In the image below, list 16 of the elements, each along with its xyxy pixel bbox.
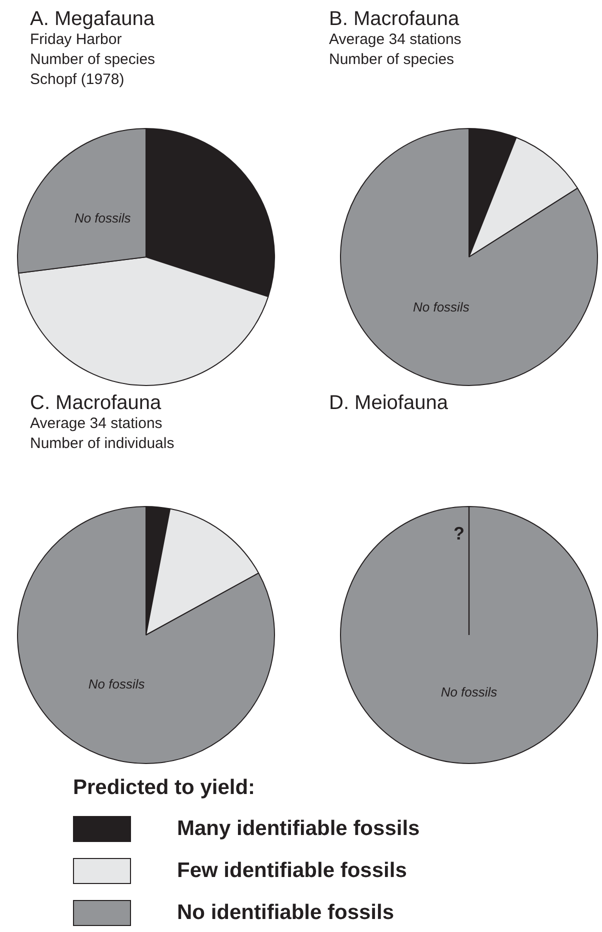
chart-title: B. Macrofauna [329, 8, 460, 30]
chart-title: D. Meiofauna [329, 392, 449, 414]
text: No fossils [440, 684, 498, 700]
chart-subtitle: Average 34 stations Number of species [329, 30, 462, 70]
chart-subtitle: Average 34 stations Number of individuals [30, 414, 176, 454]
text: No fossils [412, 299, 470, 314]
chart-subtitle: Friday Harbor Number of species Schopf (1978) [30, 30, 156, 90]
legend-label: Few identifiable fossils [177, 859, 407, 883]
text: No fossils [74, 210, 132, 226]
text: No fossils [88, 676, 146, 692]
chart-title: C. Macrofauna [30, 392, 162, 414]
legend-label: No identifiable fossils [177, 901, 394, 925]
legend-title: Predicted to yield: [73, 776, 256, 800]
legend-label: Many identifiable fossils [177, 817, 420, 841]
chart-title: A. Megafauna [30, 8, 156, 30]
text: ? [454, 524, 464, 544]
